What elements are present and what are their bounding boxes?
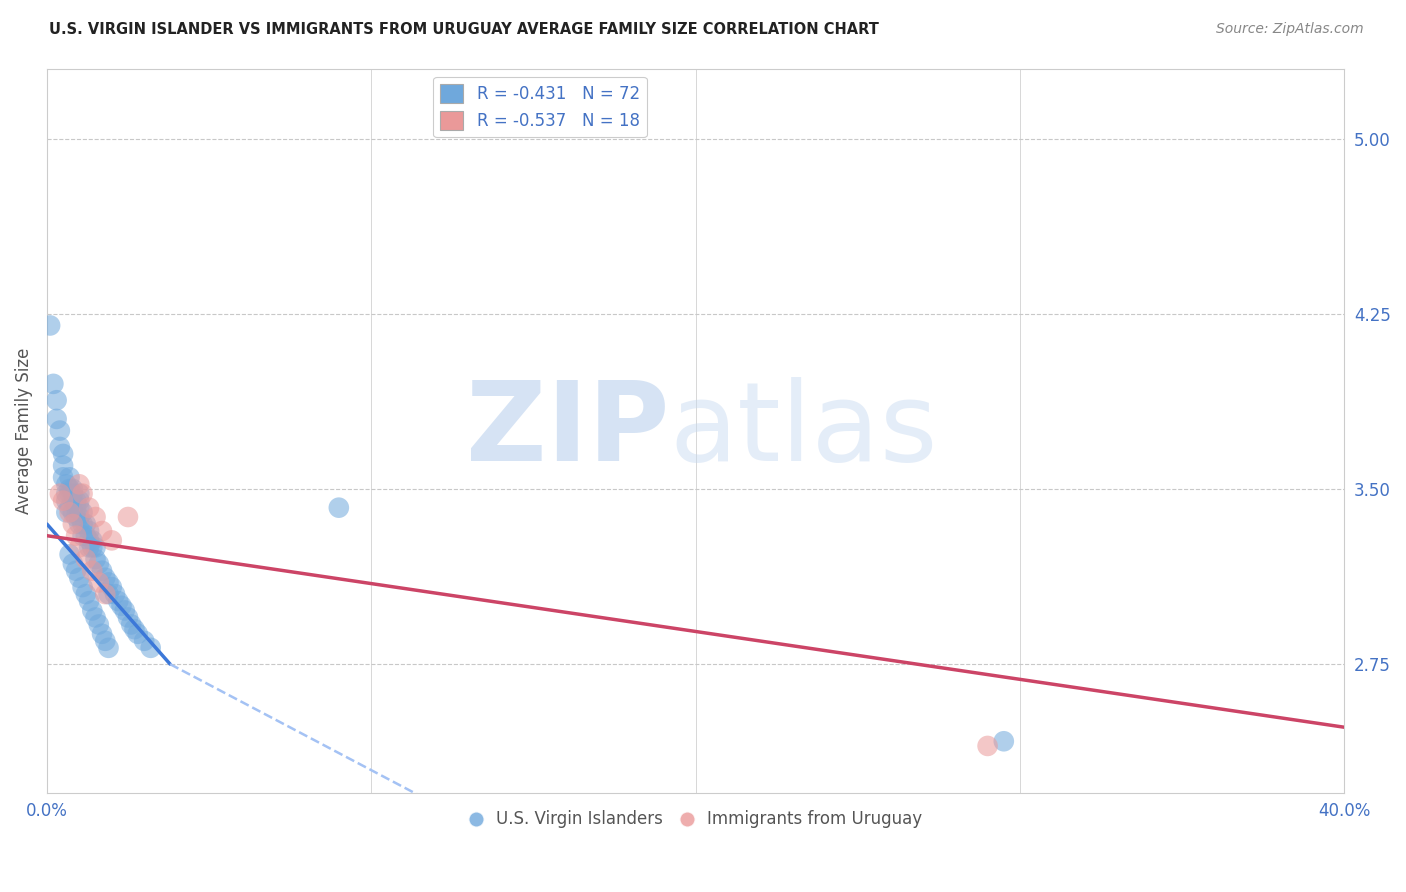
Text: U.S. VIRGIN ISLANDER VS IMMIGRANTS FROM URUGUAY AVERAGE FAMILY SIZE CORRELATION : U.S. VIRGIN ISLANDER VS IMMIGRANTS FROM … (49, 22, 879, 37)
Point (75, 516, 97, 531)
Point (120, 617, 142, 632)
Point (104, 587, 127, 601)
Point (67, 486, 90, 500)
Point (49, 424, 72, 438)
Point (67, 477, 90, 491)
Text: ZIP: ZIP (467, 377, 669, 484)
Point (97, 575, 120, 590)
Point (65, 493, 87, 508)
Point (58, 500, 80, 515)
Point (52, 470, 75, 484)
Point (87, 557, 110, 571)
Point (97, 640, 120, 655)
Point (82, 564, 104, 578)
Point (77, 541, 100, 555)
Point (58, 486, 80, 500)
Point (82, 541, 104, 555)
Point (110, 599, 132, 613)
Point (62, 505, 84, 519)
Point (87, 617, 110, 632)
Point (67, 510, 90, 524)
Point (114, 603, 136, 617)
Point (62, 486, 84, 500)
Point (67, 493, 90, 508)
Point (62, 482, 84, 496)
Point (65, 564, 87, 578)
Point (65, 500, 87, 515)
Point (55, 493, 77, 508)
Text: Source: ZipAtlas.com: Source: ZipAtlas.com (1216, 22, 1364, 37)
Point (58, 482, 80, 496)
Point (82, 603, 104, 617)
Point (84, 510, 107, 524)
Point (976, 739, 998, 753)
Point (65, 510, 87, 524)
Y-axis label: Average Family Size: Average Family Size (15, 347, 32, 514)
Point (127, 627, 149, 641)
Point (52, 458, 75, 473)
Point (72, 516, 94, 531)
Point (58, 548, 80, 562)
Point (328, 500, 350, 515)
Point (72, 580, 94, 594)
Point (62, 557, 84, 571)
Point (75, 587, 97, 601)
Point (84, 610, 107, 624)
Point (117, 610, 139, 624)
Point (134, 633, 156, 648)
Point (39, 318, 62, 333)
Point (94, 571, 117, 585)
Point (55, 505, 77, 519)
Point (67, 516, 90, 531)
Point (42, 376, 65, 391)
Point (84, 552, 107, 566)
Point (55, 477, 77, 491)
Point (55, 486, 77, 500)
Point (72, 505, 94, 519)
Point (77, 533, 100, 548)
Point (139, 640, 162, 655)
Point (67, 500, 90, 515)
Point (77, 524, 100, 538)
Point (84, 541, 107, 555)
Point (45, 412, 67, 426)
Point (94, 587, 117, 601)
Point (77, 594, 100, 608)
Point (993, 734, 1015, 748)
Point (100, 580, 122, 594)
Point (91, 627, 114, 641)
Point (94, 633, 117, 648)
Point (117, 510, 139, 524)
Point (72, 486, 94, 500)
Point (67, 571, 90, 585)
Point (97, 587, 120, 601)
Point (124, 622, 146, 636)
Point (49, 440, 72, 454)
Point (72, 529, 94, 543)
Point (75, 552, 97, 566)
Point (91, 524, 114, 538)
Point (91, 564, 114, 578)
Point (58, 470, 80, 484)
Point (82, 533, 104, 548)
Point (77, 500, 100, 515)
Point (49, 486, 72, 500)
Point (62, 516, 84, 531)
Legend: U.S. Virgin Islanders, Immigrants from Uruguay: U.S. Virgin Islanders, Immigrants from U… (463, 804, 928, 835)
Point (107, 594, 129, 608)
Point (87, 575, 110, 590)
Text: atlas: atlas (669, 377, 938, 484)
Point (65, 529, 87, 543)
Point (58, 505, 80, 519)
Point (67, 541, 90, 555)
Point (52, 447, 75, 461)
Point (75, 529, 97, 543)
Point (45, 393, 67, 408)
Point (52, 493, 75, 508)
Point (62, 493, 84, 508)
Point (100, 533, 122, 548)
